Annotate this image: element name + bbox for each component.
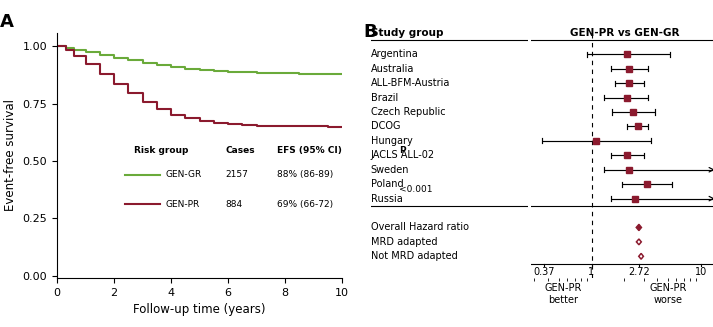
Text: B: B <box>364 23 377 41</box>
Text: Poland: Poland <box>371 179 404 189</box>
Text: Czech Republic: Czech Republic <box>371 107 446 117</box>
Text: 69% (66-72): 69% (66-72) <box>277 200 333 209</box>
Text: Russia: Russia <box>371 194 403 204</box>
Text: A: A <box>0 13 14 31</box>
Text: <0.001: <0.001 <box>399 185 433 194</box>
Text: Study group: Study group <box>371 28 443 38</box>
Text: Hungary: Hungary <box>371 136 413 146</box>
Text: 884: 884 <box>225 200 242 209</box>
Text: Argentina: Argentina <box>371 49 419 59</box>
Text: DCOG: DCOG <box>371 121 400 131</box>
X-axis label: Follow-up time (years): Follow-up time (years) <box>133 303 266 316</box>
Text: 0.37: 0.37 <box>533 267 555 277</box>
Text: GEN-GR: GEN-GR <box>165 170 202 180</box>
Text: Not MRD adapted: Not MRD adapted <box>371 251 458 261</box>
Text: 2.72: 2.72 <box>628 267 650 277</box>
Text: ALL-BFM-Austria: ALL-BFM-Austria <box>371 78 450 88</box>
Text: 1: 1 <box>588 267 595 277</box>
Text: 2157: 2157 <box>225 170 248 180</box>
Text: GEN-PR vs GEN-GR: GEN-PR vs GEN-GR <box>570 28 679 38</box>
Text: Risk group: Risk group <box>134 146 188 155</box>
Text: JACLS ALL-02: JACLS ALL-02 <box>371 150 435 160</box>
Text: P: P <box>399 146 406 155</box>
Text: Cases: Cases <box>225 146 255 155</box>
Y-axis label: Event-free survival: Event-free survival <box>4 99 17 211</box>
Text: EFS (95% CI): EFS (95% CI) <box>277 146 342 155</box>
Text: Brazil: Brazil <box>371 93 398 103</box>
Text: GEN-PR
better: GEN-PR better <box>545 283 582 304</box>
Polygon shape <box>636 224 642 231</box>
Text: 88% (86-89): 88% (86-89) <box>277 170 333 180</box>
Text: GEN-PR: GEN-PR <box>165 200 200 209</box>
Text: GEN-PR
worse: GEN-PR worse <box>649 283 687 304</box>
Text: 10: 10 <box>694 267 707 277</box>
Text: Overall Hazard ratio: Overall Hazard ratio <box>371 222 468 232</box>
Text: Australia: Australia <box>371 64 414 74</box>
Text: Sweden: Sweden <box>371 165 409 175</box>
Text: MRD adapted: MRD adapted <box>371 237 437 247</box>
